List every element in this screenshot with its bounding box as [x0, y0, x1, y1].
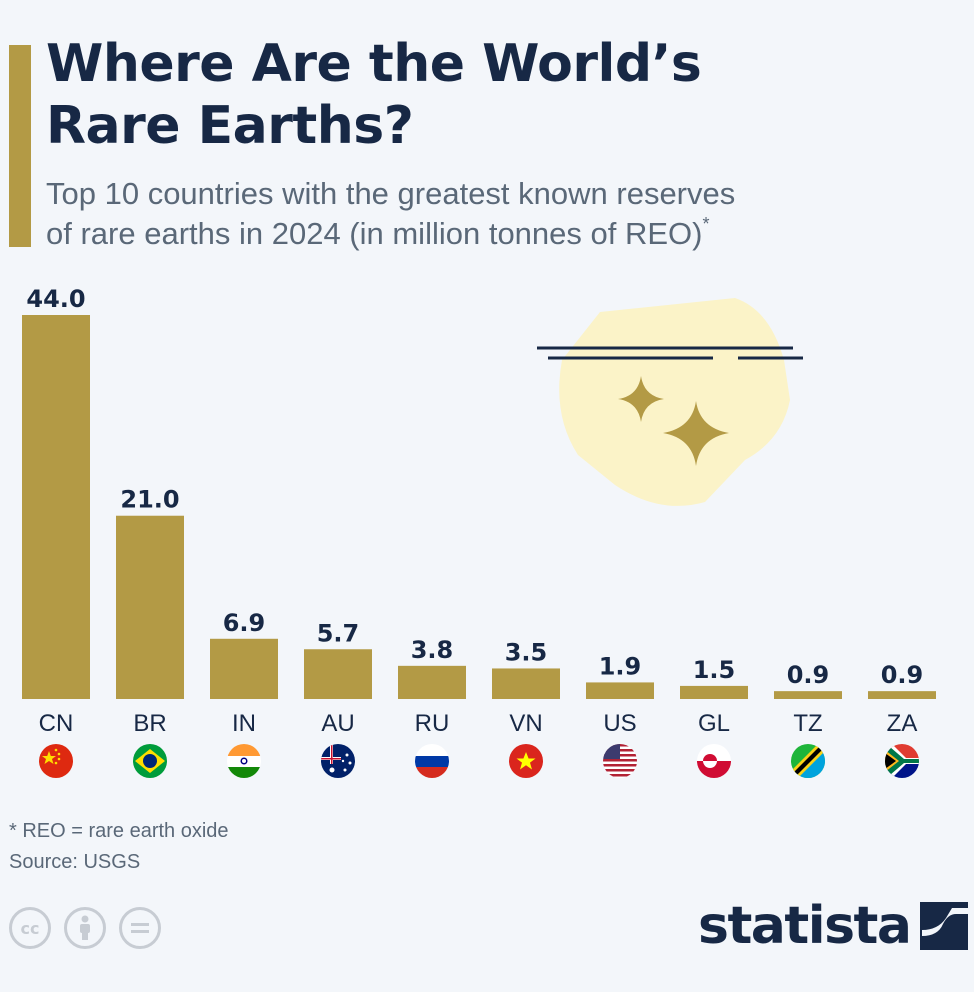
bar-group-tz: 0.9 TZ	[774, 661, 842, 778]
bar-group-br: 21.0 BR	[116, 486, 184, 778]
bar-group-ru: 3.8 RU	[398, 636, 466, 778]
no-derivatives-icon[interactable]	[119, 907, 161, 949]
south-africa-flag-icon	[885, 744, 919, 778]
sparkle-illustration	[537, 298, 803, 506]
value-label: 1.5	[693, 656, 736, 684]
subtitle-line-2-text: of rare earths in 2024 (in million tonne…	[46, 216, 703, 251]
category-label: VN	[509, 710, 542, 737]
cc-icon[interactable]: cc	[9, 907, 51, 949]
bar-group-gl: 1.5 GL	[680, 656, 748, 778]
attribution-icon[interactable]	[64, 907, 106, 949]
footnote: * REO = rare earth oxide	[9, 820, 229, 842]
category-label: US	[603, 710, 636, 737]
sparkle-small-icon	[618, 376, 664, 422]
subtitle-asterisk: *	[702, 214, 710, 234]
bar-group-in: 6.9 IN	[210, 609, 278, 778]
category-label: IN	[232, 710, 256, 737]
value-label: 3.5	[505, 638, 548, 666]
page-title: Where Are the World’s Rare Earths?	[46, 33, 946, 157]
brazil-flag-icon	[133, 744, 167, 778]
value-label: 21.0	[120, 486, 179, 514]
license-icons: cc	[9, 907, 161, 949]
bar-br	[116, 515, 184, 699]
india-flag-icon	[227, 744, 261, 778]
subtitle: Top 10 countries with the greatest known…	[46, 174, 926, 254]
bar-in	[210, 638, 278, 699]
bar-vn	[492, 668, 560, 699]
bar-group-us: 1.9 US	[586, 652, 654, 778]
value-label: 0.9	[881, 661, 924, 689]
footnote-block: * REO = rare earth oxide Source: USGS	[9, 816, 229, 878]
bar-group-au: 5.7 AU	[304, 619, 372, 778]
value-label: 0.9	[787, 661, 830, 689]
brand-wordmark: statista	[698, 896, 912, 956]
title-line-1: Where Are the World’s	[46, 34, 702, 94]
bar-cn	[22, 315, 90, 699]
bar-group-za: 0.9 ZA	[868, 661, 936, 778]
bar-group-vn: 3.5 VN	[492, 638, 560, 778]
australia-flag-icon	[321, 744, 355, 778]
value-label: 6.9	[223, 609, 266, 637]
category-label: RU	[415, 710, 450, 737]
bar-au	[304, 649, 372, 699]
value-label: 44.0	[26, 285, 85, 313]
accent-bar	[9, 45, 31, 247]
title-line-2: Rare Earths?	[46, 96, 414, 156]
subtitle-line-1: Top 10 countries with the greatest known…	[46, 176, 736, 211]
category-label: BR	[133, 710, 166, 737]
greenland-flag-icon	[697, 744, 731, 778]
category-label: ZA	[887, 710, 918, 737]
statista-logo[interactable]: statista	[698, 896, 970, 956]
category-label: CN	[39, 710, 74, 737]
bar-tz	[774, 691, 842, 699]
bar-gl	[680, 685, 748, 699]
tanzania-flag-icon	[791, 744, 825, 778]
russia-flag-icon	[415, 744, 449, 778]
usa-flag-icon	[603, 744, 637, 778]
category-label: AU	[321, 710, 354, 737]
vietnam-flag-icon	[509, 744, 543, 778]
bar-za	[868, 691, 936, 699]
bar-chart: 44.0 CN 21.0 BR 6.9 IN 5.7 AU 3.8 RU 3.5 VN 1.9 US 1.5…	[22, 285, 936, 778]
bar-us	[586, 682, 654, 699]
sparkle-large-icon	[663, 401, 729, 466]
china-flag-icon	[39, 744, 73, 778]
source: Source: USGS	[9, 851, 141, 873]
subtitle-line-2: of rare earths in 2024 (in million tonne…	[46, 214, 926, 254]
category-label: GL	[698, 710, 730, 737]
category-label: TZ	[793, 710, 822, 737]
value-label: 1.9	[599, 652, 642, 680]
bar-ru	[398, 665, 466, 699]
value-label: 5.7	[317, 619, 360, 647]
statista-mark-icon	[920, 902, 969, 950]
bar-group-cn: 44.0 CN	[22, 285, 90, 778]
value-label: 3.8	[411, 636, 454, 664]
